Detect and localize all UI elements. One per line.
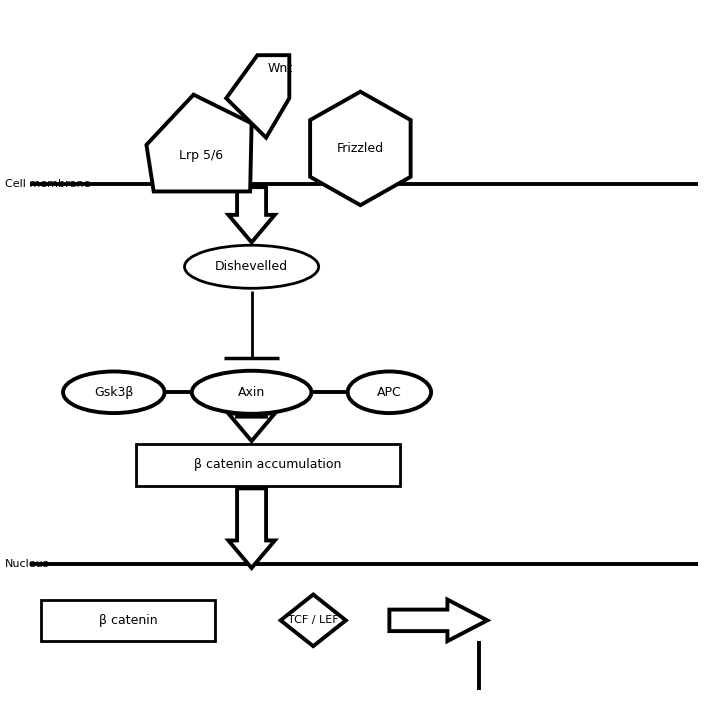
Text: β catenin accumulation: β catenin accumulation (194, 458, 341, 471)
Text: β catenin: β catenin (99, 614, 158, 627)
Polygon shape (280, 595, 346, 646)
Text: Dishevelled: Dishevelled (215, 260, 288, 274)
FancyBboxPatch shape (41, 600, 215, 641)
Ellipse shape (348, 372, 431, 413)
Polygon shape (146, 94, 252, 192)
FancyBboxPatch shape (135, 444, 400, 485)
Polygon shape (389, 600, 487, 641)
Text: Nucleus: Nucleus (5, 559, 50, 570)
Polygon shape (229, 187, 274, 243)
Polygon shape (226, 55, 289, 138)
Polygon shape (229, 488, 274, 568)
Text: Cell membrane: Cell membrane (5, 179, 90, 189)
Text: TCF / LEF: TCF / LEF (288, 616, 339, 626)
Text: Wnt: Wnt (268, 62, 293, 75)
Ellipse shape (184, 246, 319, 288)
Text: Lrp 5/6: Lrp 5/6 (179, 149, 223, 162)
Polygon shape (310, 91, 411, 205)
Text: APC: APC (377, 386, 402, 399)
Ellipse shape (191, 371, 312, 414)
Polygon shape (229, 413, 274, 441)
Text: Gsk3β: Gsk3β (94, 386, 133, 399)
Ellipse shape (63, 372, 165, 413)
Text: Frizzled: Frizzled (337, 142, 384, 155)
Text: Axin: Axin (238, 386, 265, 399)
